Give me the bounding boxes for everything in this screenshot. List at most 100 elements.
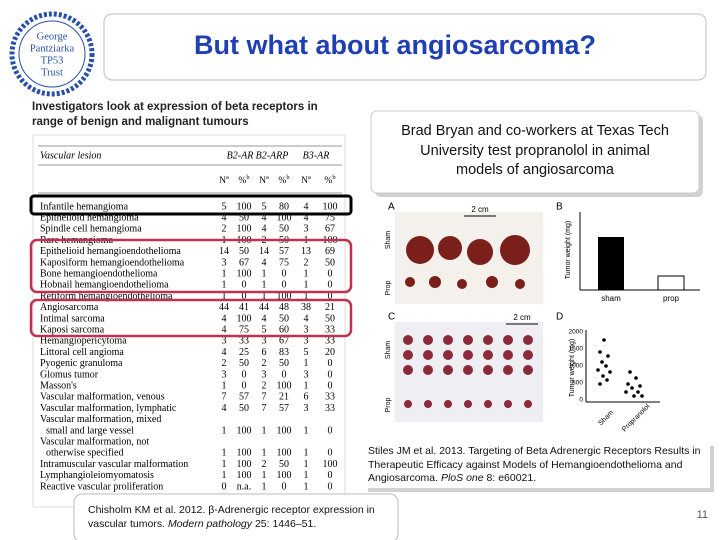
tick-label: 500 (572, 380, 583, 387)
row-label: Vascular malformation, mixed (40, 414, 161, 425)
dot (608, 370, 612, 374)
cell: 1 (304, 291, 309, 302)
cell: 4 (262, 212, 267, 223)
row-label: Lymphangioleiomyomatosis (40, 470, 154, 481)
sub-sup: b (332, 174, 335, 181)
cell: 100 (323, 459, 338, 470)
cell: 25 (239, 347, 249, 358)
tumor (503, 350, 513, 360)
tumor (404, 400, 412, 408)
dot (630, 386, 634, 390)
cell: 67 (279, 336, 289, 347)
left-caption: Investigators look at expression of beta… (32, 100, 318, 130)
tumor (463, 335, 473, 345)
tick-label: 2000 (569, 329, 584, 336)
journal: PloS one (440, 472, 484, 484)
row-label: Angiosarcoma (40, 302, 99, 313)
row-label: Intimal sarcoma (40, 313, 105, 324)
cell: 1 (262, 481, 267, 492)
cell: 4 (222, 403, 227, 414)
tumor (464, 400, 472, 408)
cell: 0 (328, 280, 333, 291)
tumor (500, 235, 530, 265)
cell: 3 (262, 369, 267, 380)
scale-label: 2 cm (471, 205, 489, 214)
tumor (515, 279, 525, 289)
panel-label: A (388, 202, 395, 213)
row-label: Vascular malformation, lymphatic (40, 403, 177, 414)
cell: 1 (262, 448, 267, 459)
cell: 7 (262, 392, 267, 403)
row-label: Reactive vascular proliferation (40, 481, 163, 492)
journal: Modern pathology (167, 518, 253, 530)
dot (604, 364, 608, 368)
tumor (486, 276, 498, 288)
row-label: Glomus tumor (40, 369, 99, 380)
cell: 3 (222, 369, 227, 380)
tumor (423, 335, 433, 345)
row-label: Sham (385, 341, 392, 359)
row-label: Vascular malformation, venous (40, 392, 165, 403)
cell: 1 (262, 291, 267, 302)
cell: 100 (277, 212, 292, 223)
cell: 1 (304, 470, 309, 481)
cell: 57 (279, 403, 289, 414)
highlight-black (29, 194, 353, 216)
line: Brad Bryan and co-workers at Texas Tech (401, 123, 669, 139)
x-label: sham (601, 294, 621, 303)
line: models of angiosarcoma (456, 162, 614, 178)
cell: 4 (304, 201, 309, 212)
cell: 3 (304, 369, 309, 380)
row-label: Littoral cell angioma (40, 347, 124, 358)
cell: 75 (279, 257, 289, 268)
cell: 1 (304, 380, 309, 391)
group-header: B2-ARP (256, 150, 289, 161)
row-label: Spindle cell hemangioma (40, 224, 142, 235)
cell: 50 (239, 212, 249, 223)
cell: 0 (242, 380, 247, 391)
cell: 100 (277, 380, 292, 391)
cell: 57 (239, 392, 249, 403)
cell: 20 (325, 347, 335, 358)
cell: 0 (328, 425, 333, 436)
cell: 100 (237, 459, 252, 470)
sub-sup: b (286, 174, 289, 181)
sub-label: N (259, 176, 266, 186)
cell: 75 (325, 212, 335, 223)
dot (638, 384, 642, 388)
cell: 50 (279, 224, 289, 235)
cell: 21 (325, 302, 335, 313)
tumor (457, 279, 467, 289)
panel-label: C (388, 312, 395, 323)
highlight-red (29, 238, 353, 294)
cell: 100 (277, 448, 292, 459)
cell: 3 (222, 257, 227, 268)
title-box (103, 13, 707, 81)
cell: 100 (237, 470, 252, 481)
tumor (438, 236, 462, 260)
cell: 4 (222, 324, 227, 335)
line: University test propranolol in animal (420, 142, 650, 159)
cell: 5 (262, 324, 267, 335)
cell: 0 (282, 268, 287, 279)
cell: 33 (325, 336, 335, 347)
sub-header: %b (238, 174, 249, 186)
row-label: Pyogenic granuloma (40, 358, 123, 369)
cell: 50 (325, 257, 335, 268)
tumor (503, 335, 513, 345)
tumor (403, 350, 413, 360)
bar-shape (657, 275, 685, 291)
tumor (483, 365, 493, 375)
tumor (523, 335, 533, 345)
tumor (523, 350, 533, 360)
cell: 1 (262, 280, 267, 291)
cell: 3 (304, 224, 309, 235)
dot (602, 338, 606, 342)
cell: 0 (282, 369, 287, 380)
citation-ref: 8: e60021. (486, 472, 537, 484)
dot (601, 374, 605, 378)
cell: 1 (222, 291, 227, 302)
tumor (429, 276, 441, 288)
cell: 1 (304, 280, 309, 291)
cell: 5 (262, 201, 267, 212)
